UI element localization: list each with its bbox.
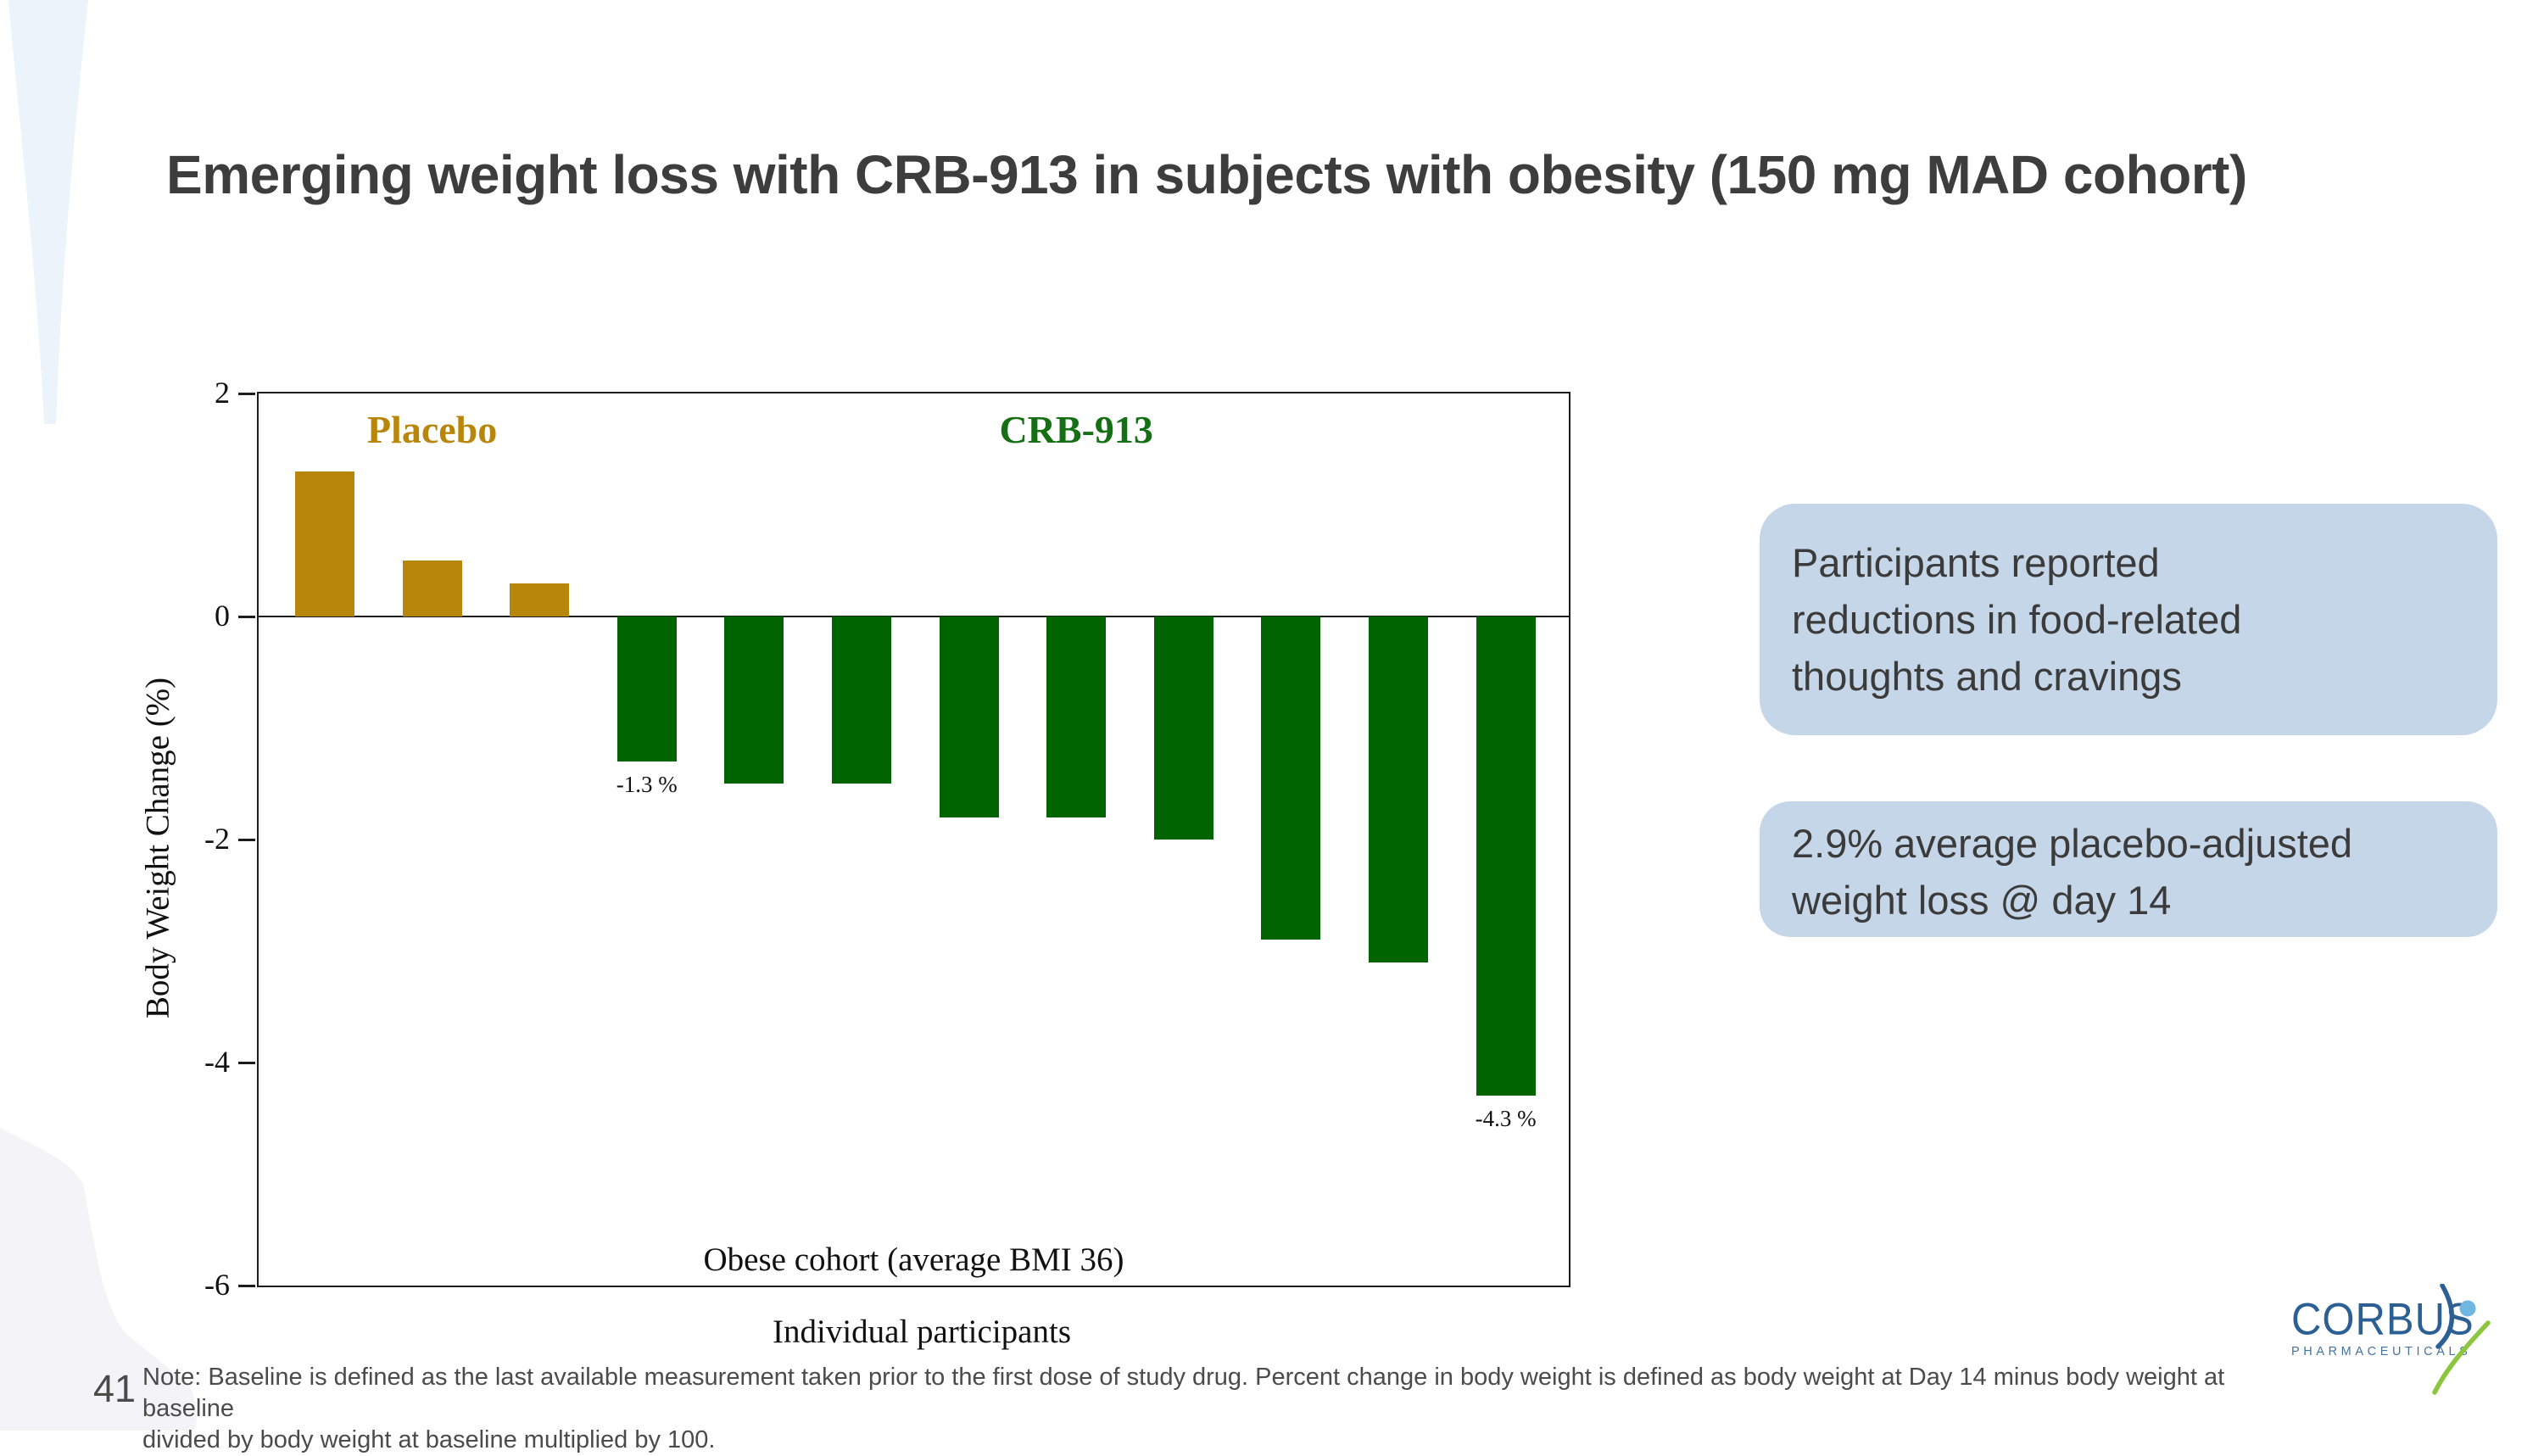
bar-value-label: -1.3 % bbox=[616, 771, 678, 797]
top-left-swoosh bbox=[8, 0, 88, 424]
group-label-placebo: Placebo bbox=[366, 408, 498, 451]
participant-bar bbox=[1369, 616, 1428, 962]
bar-value-label: -4.3 % bbox=[1475, 1106, 1537, 1132]
y-tick-mark bbox=[238, 392, 255, 395]
participant-bar bbox=[724, 616, 784, 784]
corbus-logo: CORBUS PHARMACEUTICALS bbox=[2291, 1284, 2495, 1423]
callout-average-weight-loss: 2.9% average placebo-adjusted weight los… bbox=[1760, 801, 2497, 937]
y-tick-label: 0 bbox=[215, 599, 230, 633]
logo-subtitle: PHARMACEUTICALS bbox=[2291, 1345, 2472, 1358]
participant-bar bbox=[1046, 616, 1107, 817]
logo-person-icon bbox=[2432, 1284, 2491, 1395]
cohort-caption: Obese cohort (average BMI 36) bbox=[703, 1241, 1124, 1278]
callout-food-cravings: Participants reported reductions in food… bbox=[1760, 504, 2497, 735]
participant-bar bbox=[616, 616, 677, 761]
participant-bar bbox=[510, 583, 570, 616]
y-tick-label: -4 bbox=[204, 1045, 230, 1079]
y-tick-label: 2 bbox=[215, 376, 230, 410]
y-tick-mark bbox=[238, 838, 255, 841]
y-tick-mark bbox=[238, 1284, 255, 1287]
participant-bar bbox=[939, 616, 999, 817]
slide-title: Emerging weight loss with CRB-913 in sub… bbox=[166, 143, 2247, 205]
y-tick-label: -6 bbox=[204, 1268, 230, 1302]
participant-bar bbox=[1476, 616, 1536, 1096]
y-axis-label: Body Weight Change (%) bbox=[139, 677, 176, 1019]
y-tick-label: -2 bbox=[204, 822, 230, 856]
logo-wordmark: CORBUS bbox=[2291, 1294, 2474, 1345]
zero-axis-line bbox=[259, 616, 1569, 617]
y-tick-mark bbox=[238, 1061, 255, 1064]
page-number: 41 bbox=[93, 1367, 137, 1410]
participant-bar bbox=[402, 561, 462, 616]
participant-bar bbox=[295, 471, 354, 616]
footnote: Note: Baseline is defined as the last av… bbox=[142, 1364, 2225, 1453]
body-weight-change-chart: 2 0 -2 -4 -6 Placebo CRB-913 -1.3 % -4.3 % Obese … bbox=[204, 376, 1570, 1302]
participant-bar bbox=[832, 616, 891, 784]
bottom-left-swoosh bbox=[0, 1128, 197, 1431]
group-label-crb-913: CRB-913 bbox=[999, 408, 1153, 451]
participant-bar bbox=[1261, 616, 1321, 940]
y-tick-mark bbox=[238, 615, 255, 618]
x-axis-label: Individual participants bbox=[773, 1314, 1071, 1350]
participant-bar bbox=[1153, 616, 1213, 840]
